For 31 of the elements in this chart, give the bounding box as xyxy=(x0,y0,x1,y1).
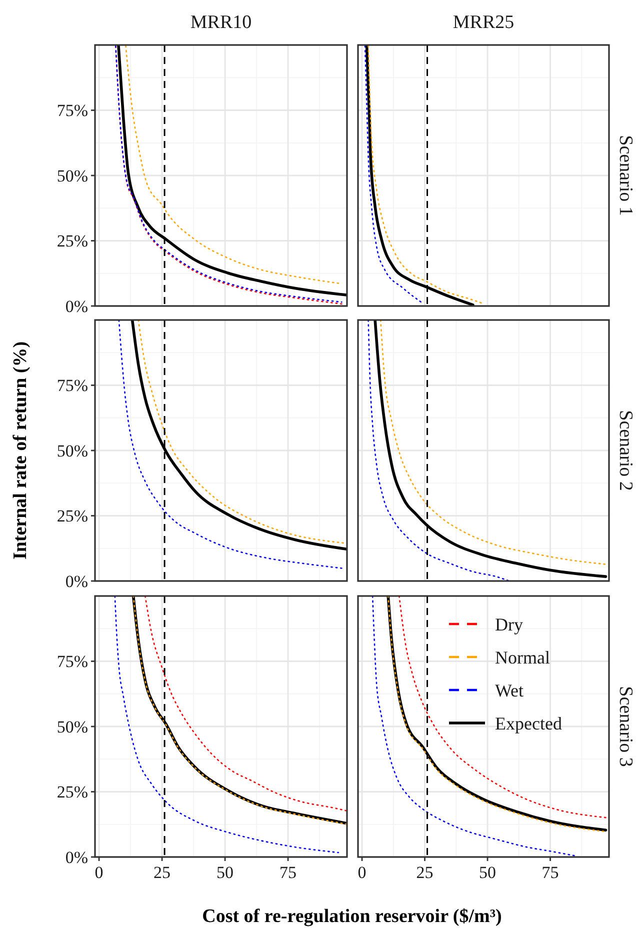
y-axis-title: Internal rate of return (%) xyxy=(10,341,31,560)
x-tick-label: 0 xyxy=(358,863,366,882)
y-tick-label: 25% xyxy=(56,232,88,251)
x-tick-label: 50 xyxy=(216,863,234,882)
y-tick-label: 50% xyxy=(56,166,88,186)
y-tick-label: 50% xyxy=(56,717,88,736)
x-tick-label: 0 xyxy=(94,863,104,882)
y-tick-label: 0% xyxy=(65,572,88,591)
x-tick-label: 25 xyxy=(416,863,434,882)
y-tick-label: 25% xyxy=(56,506,88,526)
x-tick-label: 25 xyxy=(154,863,171,882)
y2-axis-title: Scenario 2 xyxy=(615,410,636,491)
y2-axis-title: Scenario 3 xyxy=(615,686,636,767)
legend-label: Normal xyxy=(495,647,550,668)
y-tick-label: 25% xyxy=(56,782,88,802)
y-tick-label: 0% xyxy=(65,296,88,316)
x-tick-label: 75 xyxy=(280,863,297,882)
y-tick-label: 0% xyxy=(65,848,88,867)
y-tick-label: 75% xyxy=(56,101,88,120)
chart-title: MRR25 xyxy=(452,12,514,33)
legend-label: Expected xyxy=(495,713,562,734)
x-tick-label: 50 xyxy=(479,863,496,882)
legend-label: Dry xyxy=(495,614,523,634)
y2-axis-title: Scenario 1 xyxy=(615,135,636,216)
legend-label: Wet xyxy=(495,680,524,700)
y-tick-label: 75% xyxy=(56,652,88,672)
y-tick-label: 75% xyxy=(56,376,88,396)
y-tick-label: 50% xyxy=(56,441,88,460)
x-tick-label: 75 xyxy=(542,863,559,882)
chart-title: MRR10 xyxy=(190,12,252,33)
x-axis-title: Cost of re-regulation reservoir ($/m³) xyxy=(202,906,502,927)
